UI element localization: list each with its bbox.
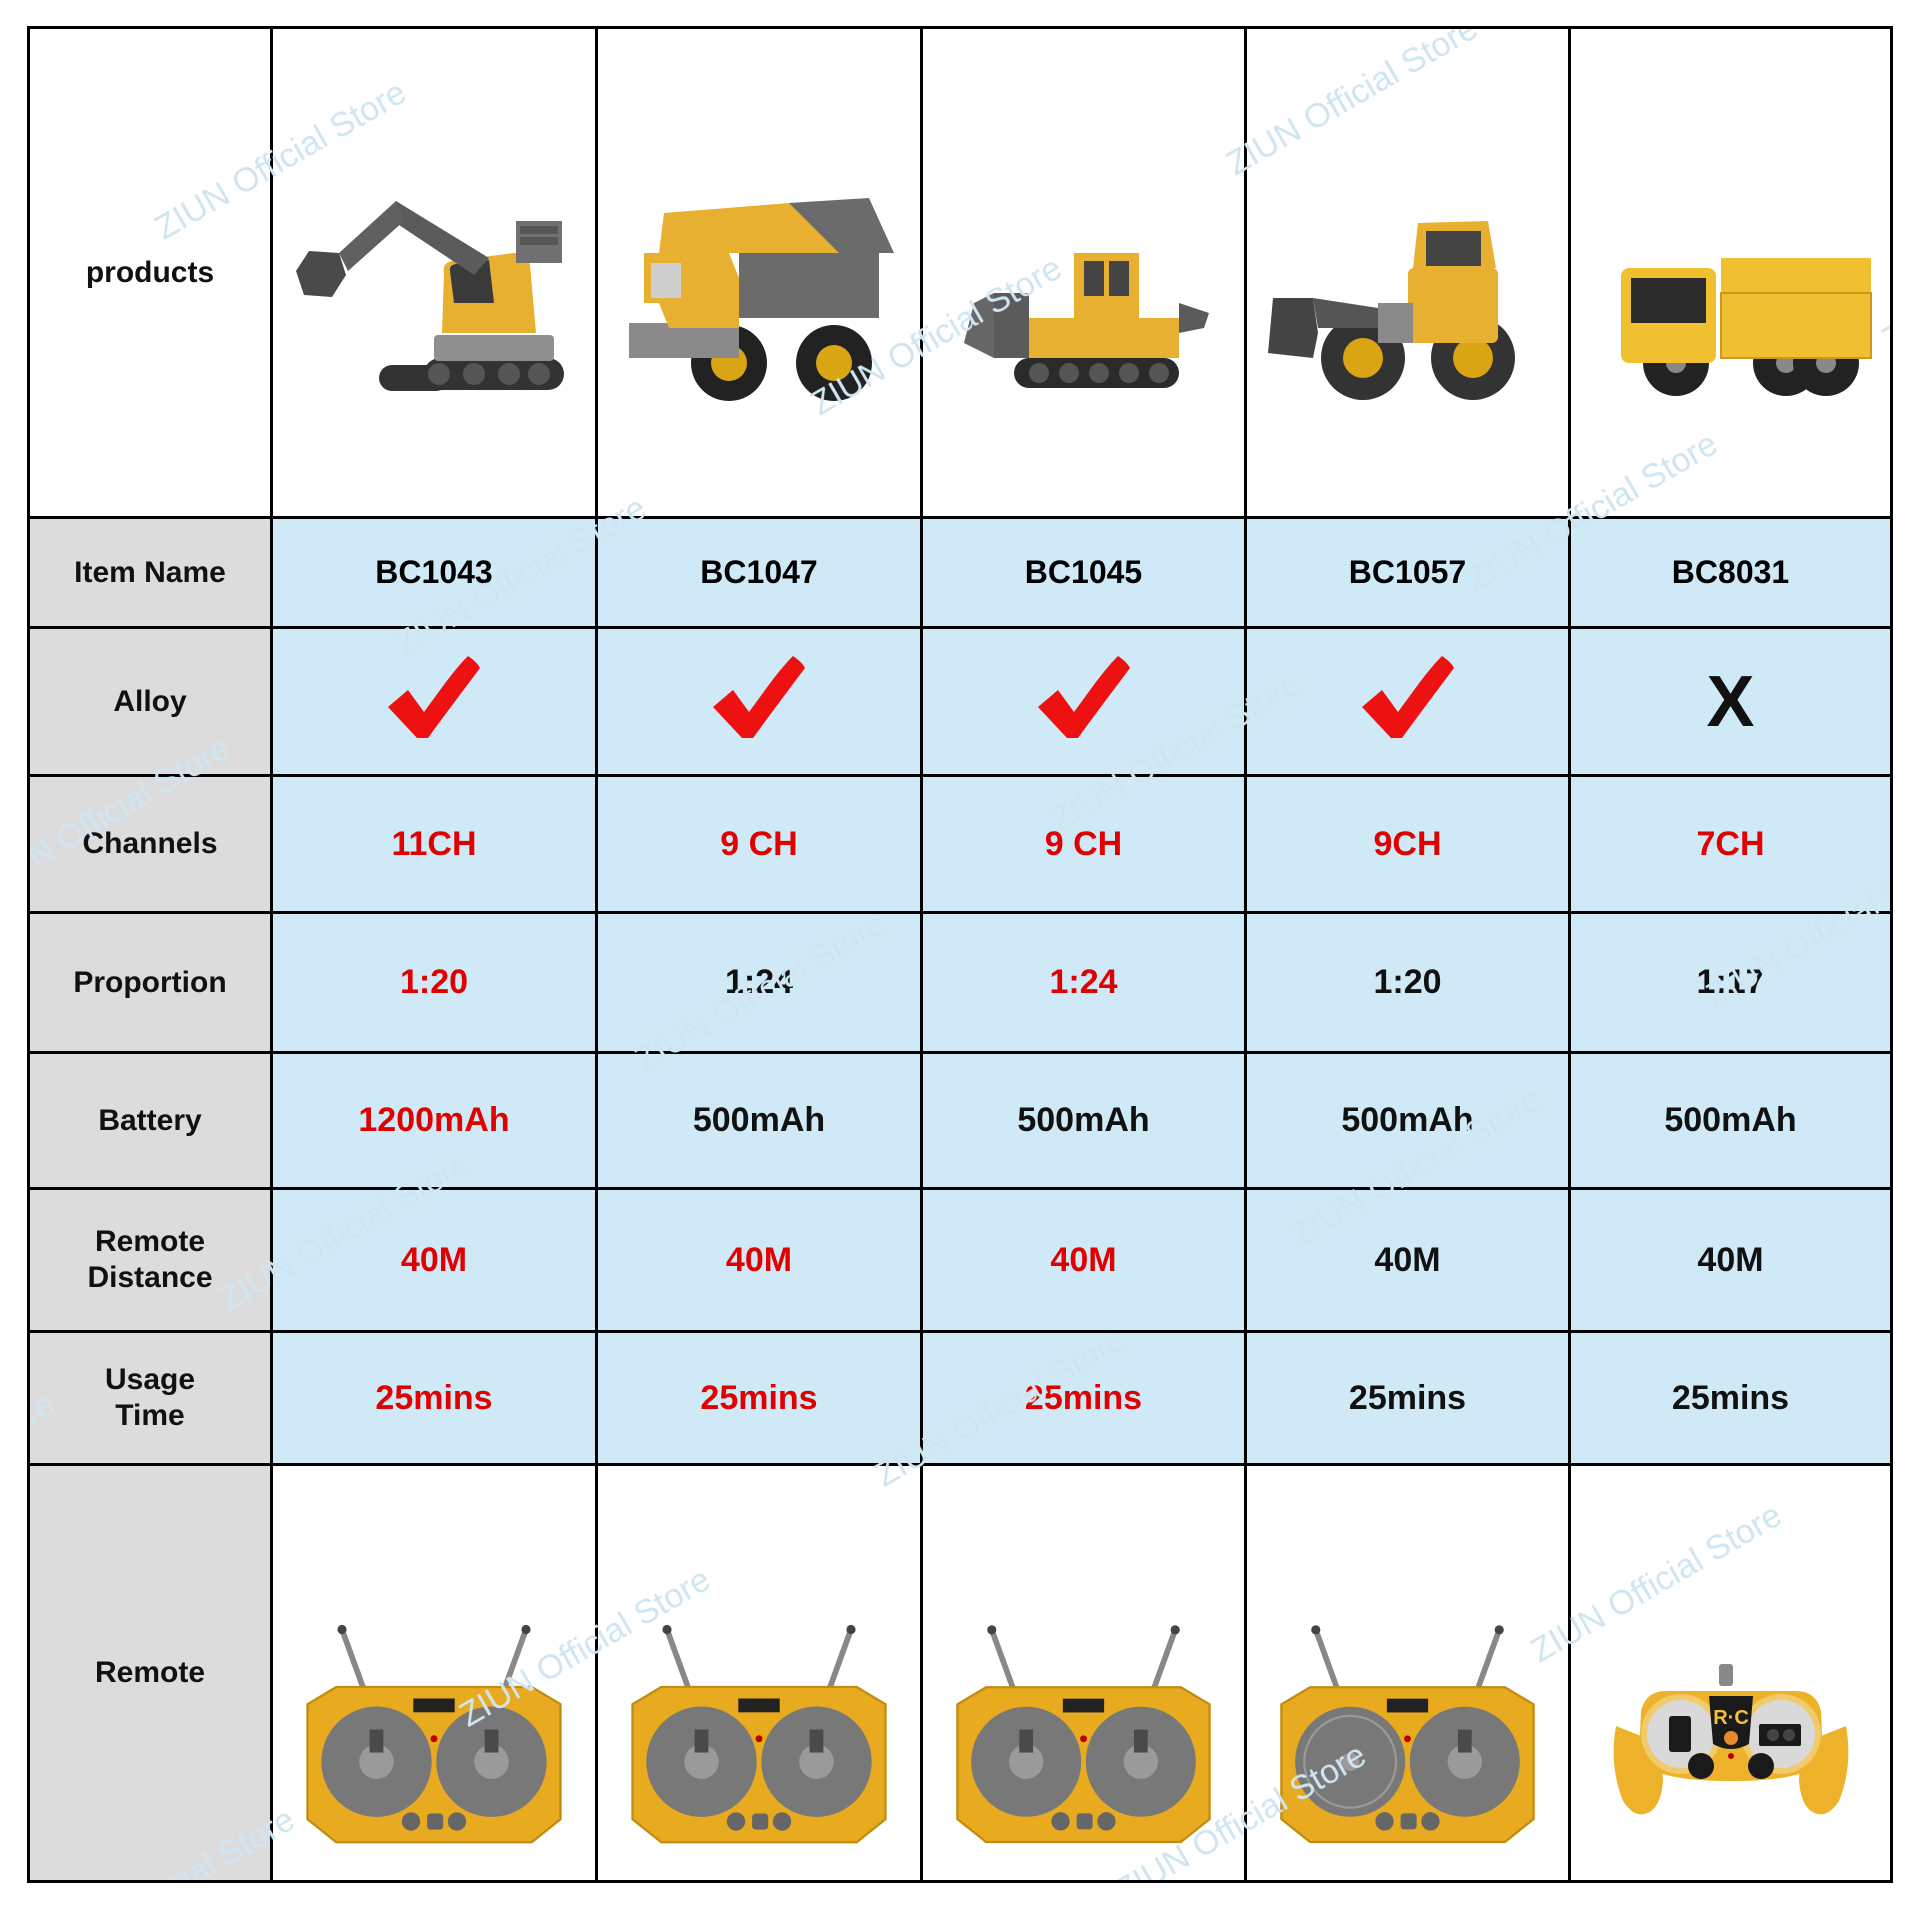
svg-text:R·C: R·C — [1713, 1707, 1749, 1729]
